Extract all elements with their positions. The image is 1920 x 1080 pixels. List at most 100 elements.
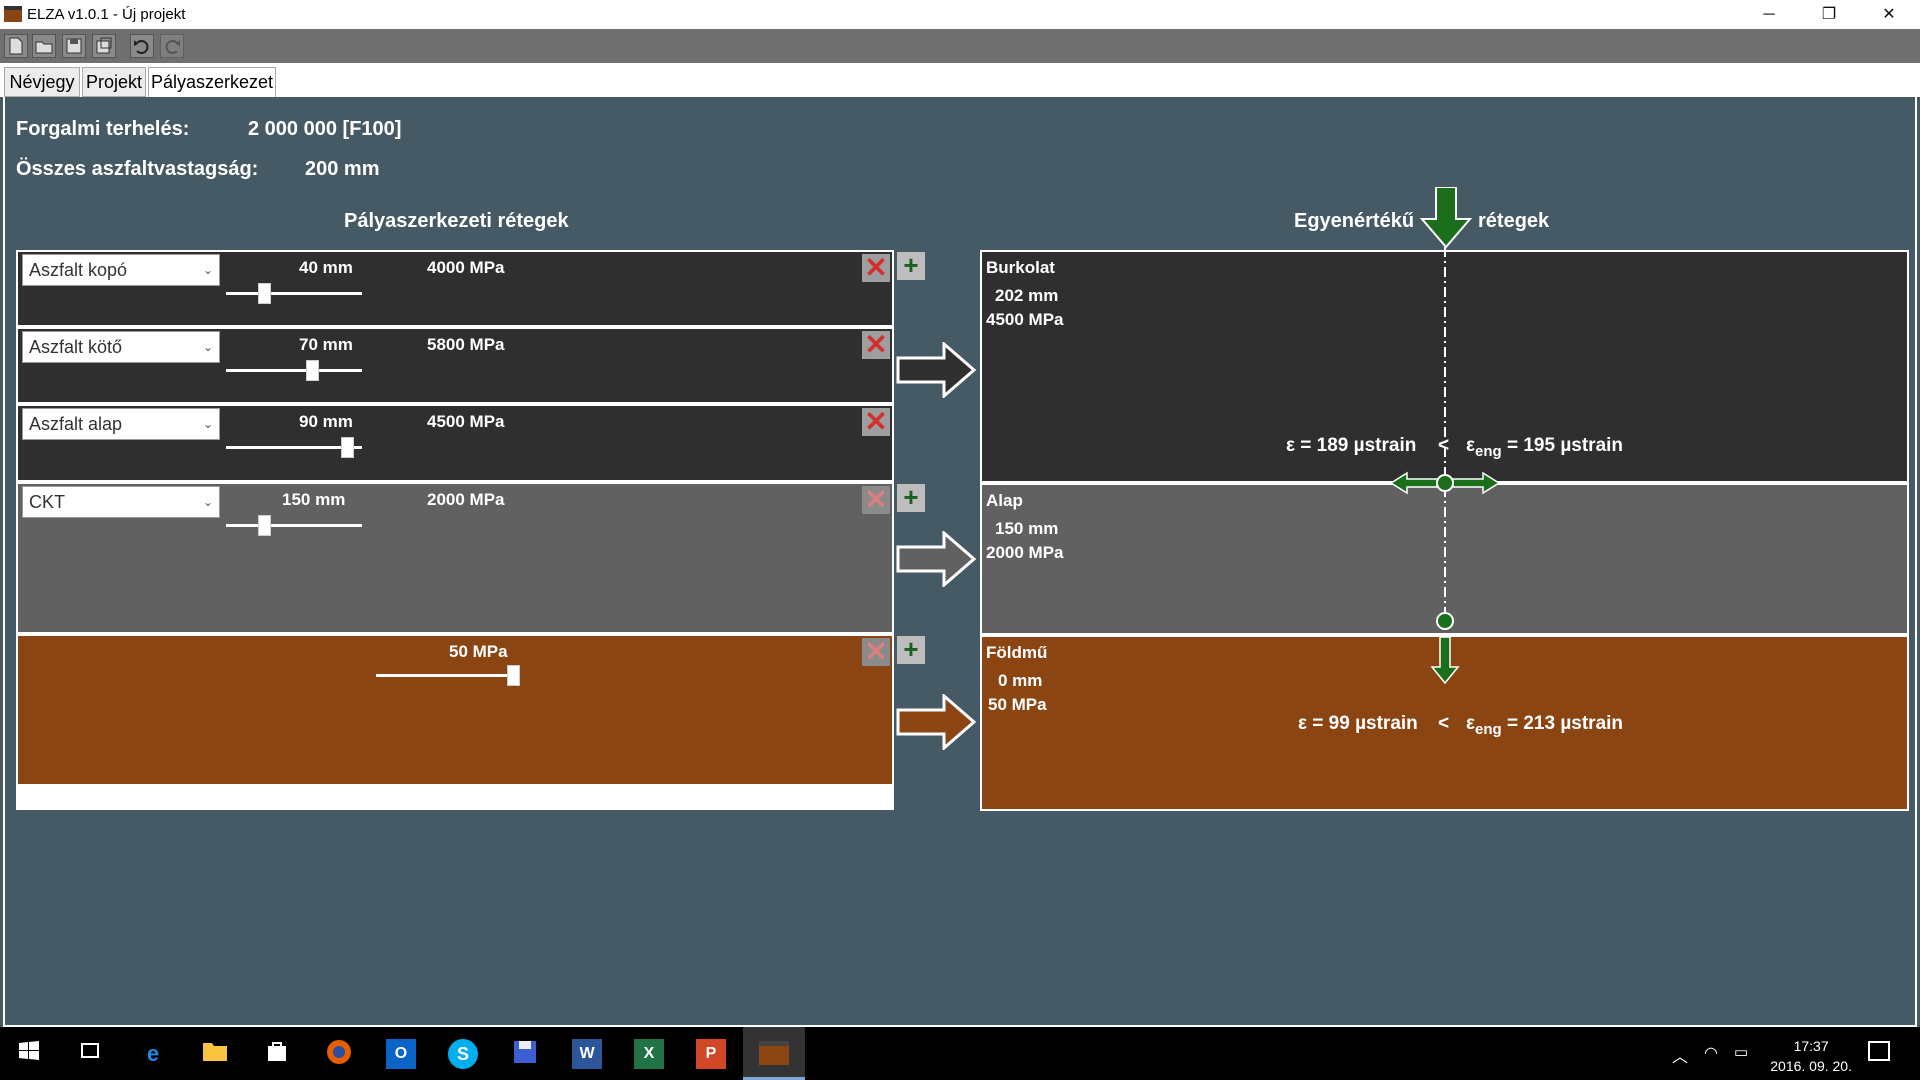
thickness-slider-thumb[interactable] (258, 283, 271, 304)
file-explorer-icon[interactable] (200, 1039, 230, 1069)
equiv-layer-name: Alap (986, 491, 1023, 510)
bottom-eng-value: = 213 µstrain (1506, 713, 1624, 734)
redo-icon[interactable] (160, 34, 184, 58)
layer-modulus: 4500 MPa (427, 412, 505, 431)
new-file-icon[interactable] (4, 34, 28, 58)
add-layer-button[interactable]: + (897, 636, 925, 664)
open-folder-icon[interactable] (32, 34, 56, 58)
firefox-icon[interactable] (324, 1039, 354, 1069)
layer-thickness: 90 mm (299, 412, 353, 431)
strain-diagram (1389, 247, 1501, 685)
bottom-strain-allowed: εeng = 213 µstrain (1466, 713, 1623, 738)
right-heading-2: rétegek (1478, 210, 1550, 232)
tab-nevjegy[interactable]: Névjegy (4, 67, 80, 97)
layer-row-1: Aszfalt kopó ⌄ 40 mm 4000 MPa ✕ (16, 250, 894, 327)
thickness-label: Összes aszfaltvastagság: (16, 158, 259, 180)
top-strain-allowed: εeng = 195 µstrain (1466, 435, 1623, 460)
store-icon[interactable] (262, 1039, 292, 1069)
layer-row-2: Aszfalt kötő ⌄ 70 mm 5800 MPa ✕ (16, 327, 894, 404)
restore-button[interactable]: ❐ (1821, 6, 1837, 23)
layer-row-subgrade: 50 MPa ✕ (16, 634, 894, 786)
edge-icon[interactable]: e (146, 1041, 160, 1066)
chevron-up-icon[interactable]: ︿ (1672, 1049, 1689, 1066)
add-layer-button[interactable]: + (897, 484, 925, 512)
taskbar: e O S W X P ︿ ◠ ▭ 17:37 2016. 09. 20. (0, 1027, 1920, 1080)
top-strain-value: ε = 189 µstrain (1286, 435, 1417, 456)
thickness-slider-thumb[interactable] (306, 360, 319, 381)
delete-layer-button[interactable]: ✕ (862, 254, 890, 282)
save-app-icon[interactable] (510, 1039, 540, 1069)
top-eng-symbol: ε (1466, 435, 1476, 456)
equiv-layer-modulus: 2000 MPa (986, 543, 1064, 562)
undo-icon[interactable] (130, 34, 154, 58)
bottom-eng-symbol: ε (1466, 713, 1476, 734)
minimize-button[interactable]: ─ (1763, 6, 1775, 23)
delete-layer-button[interactable]: ✕ (862, 638, 890, 666)
traffic-value: 2 000 000 [F100] (248, 118, 402, 140)
equiv-layer-thickness: 150 mm (995, 519, 1059, 538)
bottom-strain-value: ε = 99 µstrain (1298, 713, 1418, 734)
delete-layer-button[interactable]: ✕ (862, 331, 890, 359)
layer-type-select[interactable]: CKT ⌄ (22, 486, 220, 518)
top-strain-compare: < (1438, 435, 1450, 456)
powerpoint-icon[interactable]: P (696, 1039, 726, 1069)
main-panel: Forgalmi terhelés: 2 000 000 [F100] Össz… (3, 97, 1917, 1027)
notifications-icon[interactable] (1868, 1041, 1890, 1061)
task-view-icon[interactable] (75, 1039, 105, 1069)
excel-icon[interactable]: X (634, 1039, 664, 1069)
save-icon[interactable] (62, 34, 86, 58)
tab-projekt[interactable]: Projekt (82, 67, 146, 97)
skype-icon[interactable]: S (448, 1039, 478, 1069)
modulus-slider-track[interactable] (376, 674, 514, 677)
elza-taskbar-button[interactable] (743, 1027, 805, 1080)
thickness-slider-thumb[interactable] (258, 515, 271, 536)
layer-thickness: 150 mm (282, 490, 346, 509)
clock[interactable]: 17:37 2016. 09. 20. (1770, 1036, 1852, 1076)
layer-row-4: CKT ⌄ 150 mm 2000 MPa ✕ (16, 482, 894, 634)
right-heading-1: Egyenértékű (1294, 210, 1415, 232)
delete-layer-button[interactable]: ✕ (862, 408, 890, 436)
layer-row-3: Aszfalt alap ⌄ 90 mm 4500 MPa ✕ (16, 404, 894, 482)
add-layer-button[interactable]: + (897, 252, 925, 280)
left-heading: Pályaszerkezeti rétegek (344, 210, 569, 232)
thickness-slider-track[interactable] (226, 369, 362, 372)
transform-arrow-icon (896, 342, 976, 398)
layer-modulus: 5800 MPa (427, 335, 505, 354)
modulus-slider-thumb[interactable] (507, 665, 520, 686)
toolbar (0, 29, 1920, 63)
layer-type-select[interactable]: Aszfalt alap ⌄ (22, 408, 220, 440)
equiv-layer-thickness: 202 mm (995, 286, 1059, 305)
app-icon (4, 6, 22, 22)
outlook-icon[interactable]: O (386, 1039, 416, 1069)
bottom-eng-subscript: eng (1475, 720, 1502, 738)
layer-modulus: 4000 MPa (427, 258, 505, 277)
wifi-icon[interactable]: ◠ (1704, 1045, 1718, 1062)
top-eng-value: = 195 µstrain (1506, 435, 1624, 456)
equiv-layer-modulus: 50 MPa (988, 695, 1047, 714)
clock-date: 2016. 09. 20. (1770, 1058, 1852, 1074)
equiv-layer-modulus: 4500 MPa (986, 310, 1064, 329)
traffic-label: Forgalmi terhelés: (16, 118, 190, 140)
tab-strip: Névjegy Projekt Pályaszerkezet (0, 63, 1920, 97)
battery-icon[interactable]: ▭ (1734, 1044, 1749, 1061)
transform-arrow-icon (896, 694, 976, 750)
layer-type-select[interactable]: Aszfalt kopó ⌄ (22, 254, 220, 286)
load-arrow-icon (1419, 187, 1473, 249)
start-icon[interactable] (14, 1039, 44, 1069)
equiv-layer-name: Burkolat (986, 258, 1055, 277)
layer-type-select[interactable]: Aszfalt kötő ⌄ (22, 331, 220, 363)
layer-thickness: 40 mm (299, 258, 353, 277)
layers-footer (16, 786, 894, 810)
tab-palyaszerkezet[interactable]: Pályaszerkezet (148, 67, 276, 97)
equiv-layer-thickness: 0 mm (998, 671, 1043, 690)
thickness-slider-track[interactable] (226, 292, 362, 295)
save-as-icon[interactable] (92, 34, 116, 58)
elza-app-icon (759, 1041, 789, 1065)
thickness-slider-track[interactable] (226, 524, 362, 527)
delete-layer-button[interactable]: ✕ (862, 486, 890, 514)
word-icon[interactable]: W (572, 1039, 602, 1069)
layer-modulus: 50 MPa (449, 642, 508, 661)
thickness-slider-thumb[interactable] (341, 437, 354, 458)
thickness-slider-track[interactable] (226, 446, 362, 449)
close-button[interactable]: ✕ (1882, 6, 1896, 23)
